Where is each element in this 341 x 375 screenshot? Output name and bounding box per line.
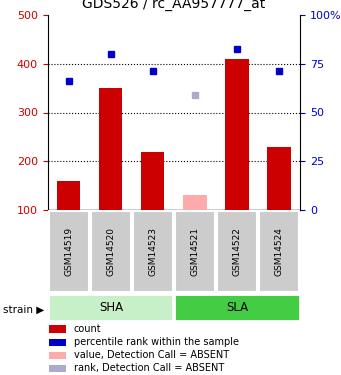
Bar	[91, 211, 131, 292]
Bar	[267, 147, 291, 210]
Text: count: count	[74, 324, 102, 334]
Text: strain ▶: strain ▶	[3, 304, 45, 314]
Bar	[99, 88, 122, 210]
Text: GSM14522: GSM14522	[233, 227, 241, 276]
Bar	[57, 181, 80, 210]
Text: GSM14519: GSM14519	[64, 226, 73, 276]
Bar	[49, 339, 66, 346]
Text: SHA: SHA	[99, 301, 123, 314]
Text: GSM14524: GSM14524	[275, 227, 284, 276]
Bar	[175, 211, 215, 292]
Title: GDS526 / rc_AA957777_at: GDS526 / rc_AA957777_at	[82, 0, 266, 11]
Text: GSM14521: GSM14521	[190, 227, 199, 276]
Bar	[183, 195, 207, 210]
Text: GSM14523: GSM14523	[148, 227, 158, 276]
Text: SLA: SLA	[226, 301, 248, 314]
Bar	[49, 352, 66, 359]
Bar	[49, 326, 66, 333]
Bar	[259, 211, 299, 292]
Bar	[174, 294, 300, 321]
Text: GSM14520: GSM14520	[106, 227, 115, 276]
Bar	[49, 365, 66, 372]
Bar	[225, 59, 249, 210]
Bar	[48, 294, 174, 321]
Bar	[141, 152, 164, 210]
Text: percentile rank within the sample: percentile rank within the sample	[74, 337, 239, 347]
Bar	[133, 211, 173, 292]
Text: rank, Detection Call = ABSENT: rank, Detection Call = ABSENT	[74, 363, 224, 374]
Bar	[48, 211, 89, 292]
Text: value, Detection Call = ABSENT: value, Detection Call = ABSENT	[74, 350, 229, 360]
Bar	[217, 211, 257, 292]
